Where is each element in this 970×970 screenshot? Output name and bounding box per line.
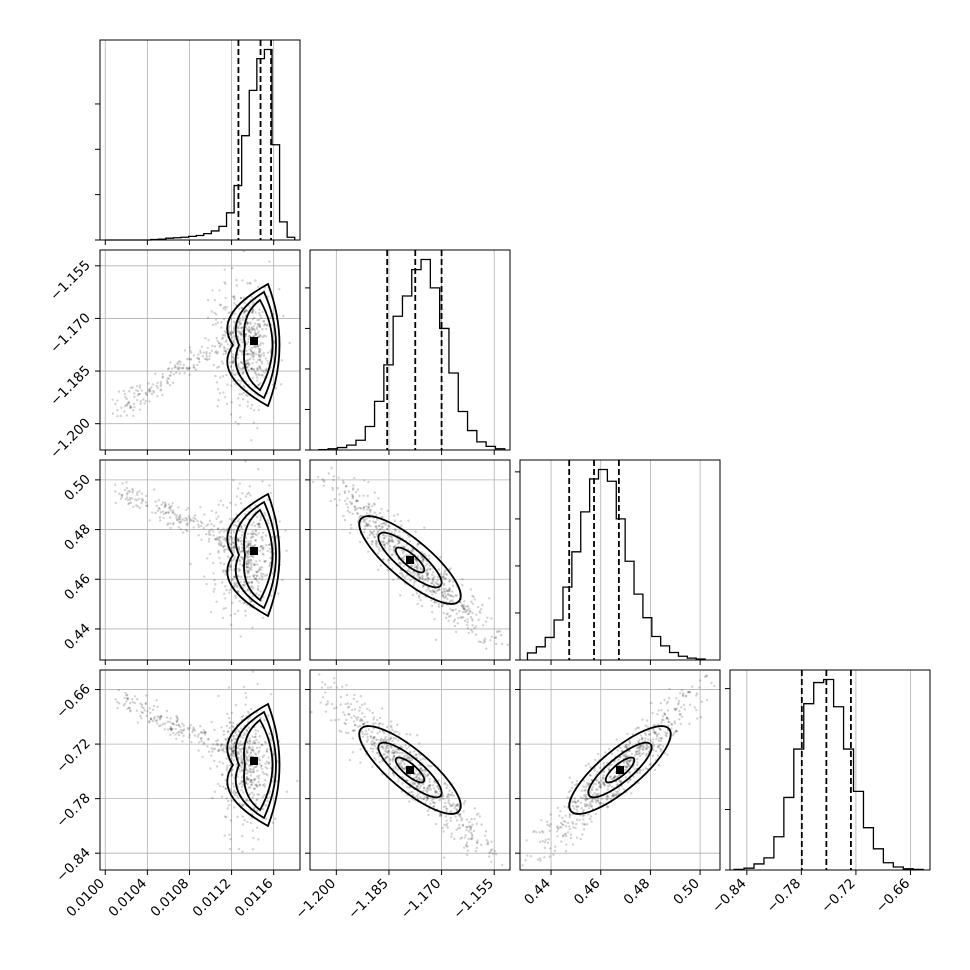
panel-frame-3-2 [519, 669, 721, 871]
hist-frame-1 [309, 249, 511, 451]
hist-frame-3 [729, 669, 931, 871]
y-tick-label-3-3: −0.66 [53, 681, 94, 722]
y-tick-label-2-0: 0.44 [61, 620, 94, 653]
scatter-panel-3-2: 0.44 0.46 0.48 0.50 [515, 669, 721, 909]
histogram-3 [733, 678, 924, 871]
panel-frame-1-0 [99, 249, 301, 451]
x-tick-label-1-2: −1.170 [398, 876, 445, 923]
x-tick-label-1-1: −1.185 [345, 876, 392, 923]
y-tick-label-2-1: 0.46 [61, 571, 94, 604]
x-tick-label-0-4: 0.0116 [232, 876, 277, 921]
y-tick-label-1-3: −1.155 [47, 257, 94, 304]
histogram-1 [318, 258, 506, 451]
hist-panel-1 [305, 249, 511, 455]
x-tick-label-3-1: −0.78 [764, 876, 805, 917]
y-tick-label-2-3: 0.50 [61, 471, 94, 504]
y-tick-label-3-1: −0.78 [53, 790, 94, 831]
scatter-panel-3-1: −1.200 −1.185 −1.170 −1.155 [292, 669, 511, 923]
y-tick-label-1-0: −1.200 [47, 415, 94, 462]
y-tick-label-3-0: −0.84 [53, 845, 94, 886]
scatter-panel-1-0: −1.200 −1.185 −1.170 −1.155 [47, 249, 301, 462]
x-tick-label-3-3: −0.66 [873, 876, 914, 917]
x-tick-label-2-0: 0.44 [521, 876, 554, 909]
y-tick-label-1-2: −1.170 [47, 310, 94, 357]
x-tick-label-3-0: −0.84 [709, 876, 750, 917]
histogram-0 [105, 48, 296, 241]
x-tick-label-0-3: 0.0112 [190, 876, 235, 921]
x-tick-label-2-2: 0.48 [621, 876, 654, 909]
x-tick-label-2-3: 0.50 [670, 876, 703, 909]
hist-frame-0 [99, 39, 301, 241]
panel-frame-3-1 [309, 669, 511, 871]
hist-frame-2 [519, 459, 721, 661]
y-tick-label-3-2: −0.72 [53, 736, 94, 777]
panel-frame-2-1 [309, 459, 511, 661]
panel-frame-3-0 [99, 669, 301, 871]
scatter-panel-2-0: 0.44 0.46 0.48 0.50 [61, 459, 301, 665]
x-tick-label-2-1: 0.46 [571, 876, 604, 909]
x-tick-label-0-2: 0.0108 [148, 876, 193, 921]
x-tick-label-3-2: −0.72 [818, 876, 859, 917]
y-tick-label-1-1: −1.185 [47, 363, 94, 410]
histogram-2 [526, 468, 706, 660]
y-tick-label-2-2: 0.48 [61, 521, 94, 554]
panel-frame-2-0 [99, 459, 301, 661]
hist-panel-0 [95, 39, 301, 245]
hist-panel-3: −0.84 −0.78 −0.72 −0.66 [709, 669, 931, 917]
x-tick-label-1-0: −1.200 [292, 876, 339, 923]
x-tick-label-0-1: 0.0104 [105, 876, 150, 921]
x-tick-label-1-3: −1.155 [450, 876, 497, 923]
x-tick-label-0-0: 0.0100 [63, 876, 108, 921]
hist-panel-2 [515, 459, 721, 665]
scatter-panel-2-1 [305, 459, 511, 665]
